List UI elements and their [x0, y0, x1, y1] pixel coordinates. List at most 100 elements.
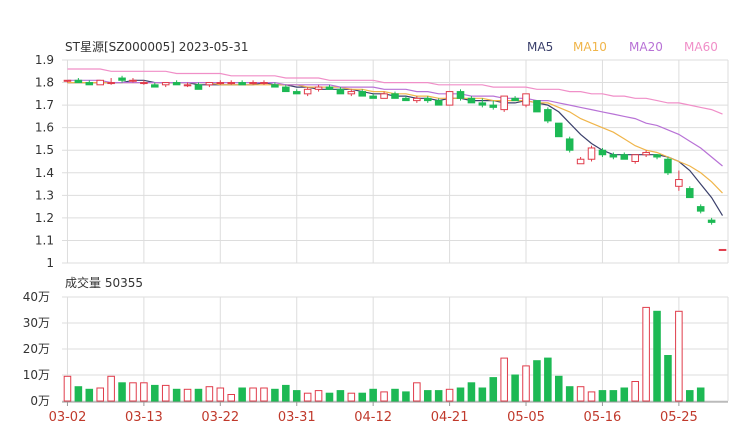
candle-body — [336, 88, 345, 95]
volume-bar — [151, 384, 159, 402]
candle-body — [194, 84, 203, 90]
candlesticks — [63, 75, 727, 251]
volume-bar — [172, 388, 181, 402]
price-tick-label: 1.8 — [35, 76, 54, 90]
volume-bar — [675, 310, 683, 402]
volume-bar — [282, 384, 290, 402]
volume-bar — [107, 375, 115, 402]
price-tick-label: 1.3 — [35, 188, 54, 202]
volume-bar — [369, 388, 377, 402]
volume-bar — [63, 375, 72, 402]
volume-tick-label: 0万 — [30, 394, 50, 408]
volume-bar — [140, 382, 148, 402]
volume-bar — [336, 390, 345, 402]
candle-body — [554, 122, 563, 138]
candle-body — [642, 151, 650, 156]
volume-bar — [478, 387, 487, 402]
volume-bar — [347, 392, 356, 402]
volume-bar — [544, 357, 552, 402]
candle-body — [129, 79, 137, 82]
candle-body — [511, 97, 519, 102]
candle-body — [718, 248, 727, 251]
candle-body — [140, 82, 148, 85]
candle-body — [653, 154, 661, 158]
candle-body — [260, 82, 268, 85]
candle-body — [522, 93, 530, 106]
volume-bar — [183, 388, 192, 402]
candle-body — [533, 100, 541, 113]
x-tick-label: 04-21 — [431, 410, 469, 425]
candle-body — [391, 93, 399, 99]
price-y-axis: 1.9 1.8 1.7 1.6 1.5 1.4 1.3 1.2 1.1 1 — [35, 53, 54, 270]
volume-tick-label: 40万 — [23, 290, 50, 304]
x-tick-label: 04-12 — [354, 410, 392, 425]
volume-bar — [500, 357, 508, 402]
volume-bar — [325, 392, 334, 402]
candle-body — [544, 109, 552, 122]
ma-line-ma10 — [67, 81, 723, 194]
volume-bar — [194, 388, 203, 402]
volume-bar — [96, 387, 104, 402]
x-tick-label: 03-31 — [278, 410, 316, 425]
volume-bar — [576, 386, 585, 402]
candle-body — [347, 91, 356, 95]
candle-body — [402, 97, 410, 102]
volume-bar — [161, 384, 170, 402]
candle-body — [292, 91, 301, 95]
candle-body — [598, 149, 607, 156]
volume-label: 成交量 50355 — [65, 275, 143, 290]
volume-bar — [642, 306, 650, 402]
ma-legend: MA5 MA10 MA20 MA60 — [527, 40, 718, 54]
price-tick-label: 1.7 — [35, 98, 54, 112]
candle-body — [707, 219, 716, 223]
volume-bar — [434, 390, 443, 402]
volume-y-axis: 40万 30万 20万 10万 0万 — [23, 290, 50, 408]
moving-average-lines — [67, 68, 724, 216]
volume-bar — [227, 394, 236, 402]
candle-body — [434, 100, 443, 106]
price-tick-label: 1.2 — [35, 211, 54, 225]
candle-body — [314, 86, 323, 90]
volume-bar — [423, 390, 432, 402]
candle-body — [161, 82, 170, 86]
candle-body — [489, 104, 498, 108]
volume-bar — [456, 387, 465, 402]
candle-body — [183, 84, 192, 87]
candle-body — [576, 158, 585, 165]
date-axis: 03-02 03-13 03-22 03-31 04-12 04-21 05-05 05-16… — [49, 401, 728, 425]
x-tick-label: 03-13 — [125, 410, 163, 425]
volume-bar — [303, 392, 312, 402]
volume-bar — [402, 391, 410, 402]
legend-item-ma20: MA20 — [629, 40, 663, 54]
candle-body — [413, 97, 421, 102]
volume-bar — [380, 391, 388, 402]
candle-body — [118, 77, 126, 81]
price-tick-label: 1.5 — [35, 143, 54, 157]
candle-body — [445, 91, 454, 106]
price-grid — [62, 59, 729, 264]
candle-body — [74, 79, 83, 84]
volume-tick-label: 10万 — [23, 368, 50, 382]
volume-bar — [445, 388, 454, 402]
price-tick-label: 1 — [46, 256, 54, 270]
volume-tick-label: 20万 — [23, 342, 50, 356]
volume-bar — [118, 382, 126, 402]
candle-body — [216, 82, 225, 85]
candle-body — [675, 179, 683, 187]
volume-bar — [565, 386, 574, 402]
candle-body — [282, 86, 290, 93]
legend-item-ma60: MA60 — [684, 40, 718, 54]
candle-body — [467, 97, 476, 104]
price-tick-label: 1.9 — [35, 53, 54, 67]
candle-body — [456, 91, 465, 99]
volume-bar — [686, 390, 694, 402]
candle-body — [380, 93, 388, 99]
candle-body — [227, 82, 236, 85]
volume-bars — [63, 306, 705, 402]
volume-bar — [664, 355, 672, 402]
ma-line-ma60 — [67, 68, 723, 115]
volume-bar — [554, 375, 563, 402]
volume-bar — [260, 387, 268, 402]
volume-bar — [696, 387, 705, 402]
